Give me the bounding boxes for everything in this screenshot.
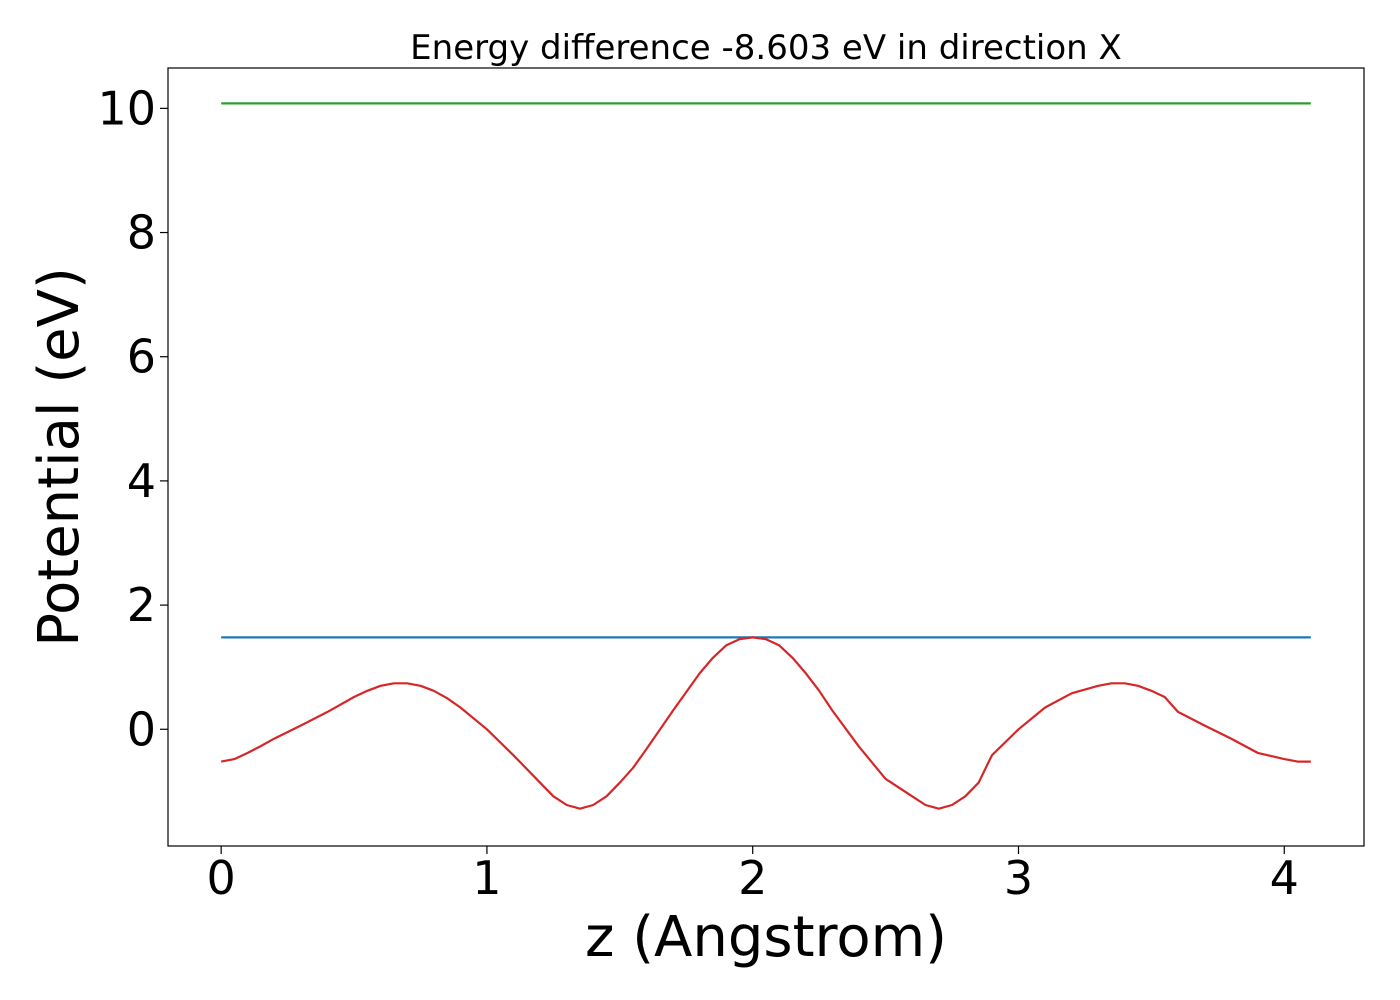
series-layer <box>220 102 1311 810</box>
x-axis-ticks: 0 1 2 3 4 <box>207 846 1299 905</box>
x-tick-label: 4 <box>1270 851 1299 905</box>
chart-title: Energy difference -8.603 eV in direction… <box>410 28 1122 68</box>
x-axis-label: z (Angstrom) <box>585 905 947 970</box>
plot-area <box>167 67 1365 847</box>
y-axis-ticks: 0 2 4 6 8 10 <box>97 81 168 756</box>
x-tick-label: 3 <box>1004 851 1033 905</box>
y-tick-label: 10 <box>97 81 156 135</box>
y-tick-label: 2 <box>127 578 156 632</box>
y-tick-label: 0 <box>127 702 156 756</box>
y-tick-label: 6 <box>127 330 156 384</box>
x-tick-label: 1 <box>472 851 501 905</box>
y-axis-label: Potential (eV) <box>27 267 92 647</box>
y-tick-label: 4 <box>127 454 156 508</box>
y-tick-label: 8 <box>127 206 156 260</box>
series-line-2 <box>220 636 1311 810</box>
x-tick-label: 2 <box>738 851 767 905</box>
x-tick-label: 0 <box>207 851 236 905</box>
